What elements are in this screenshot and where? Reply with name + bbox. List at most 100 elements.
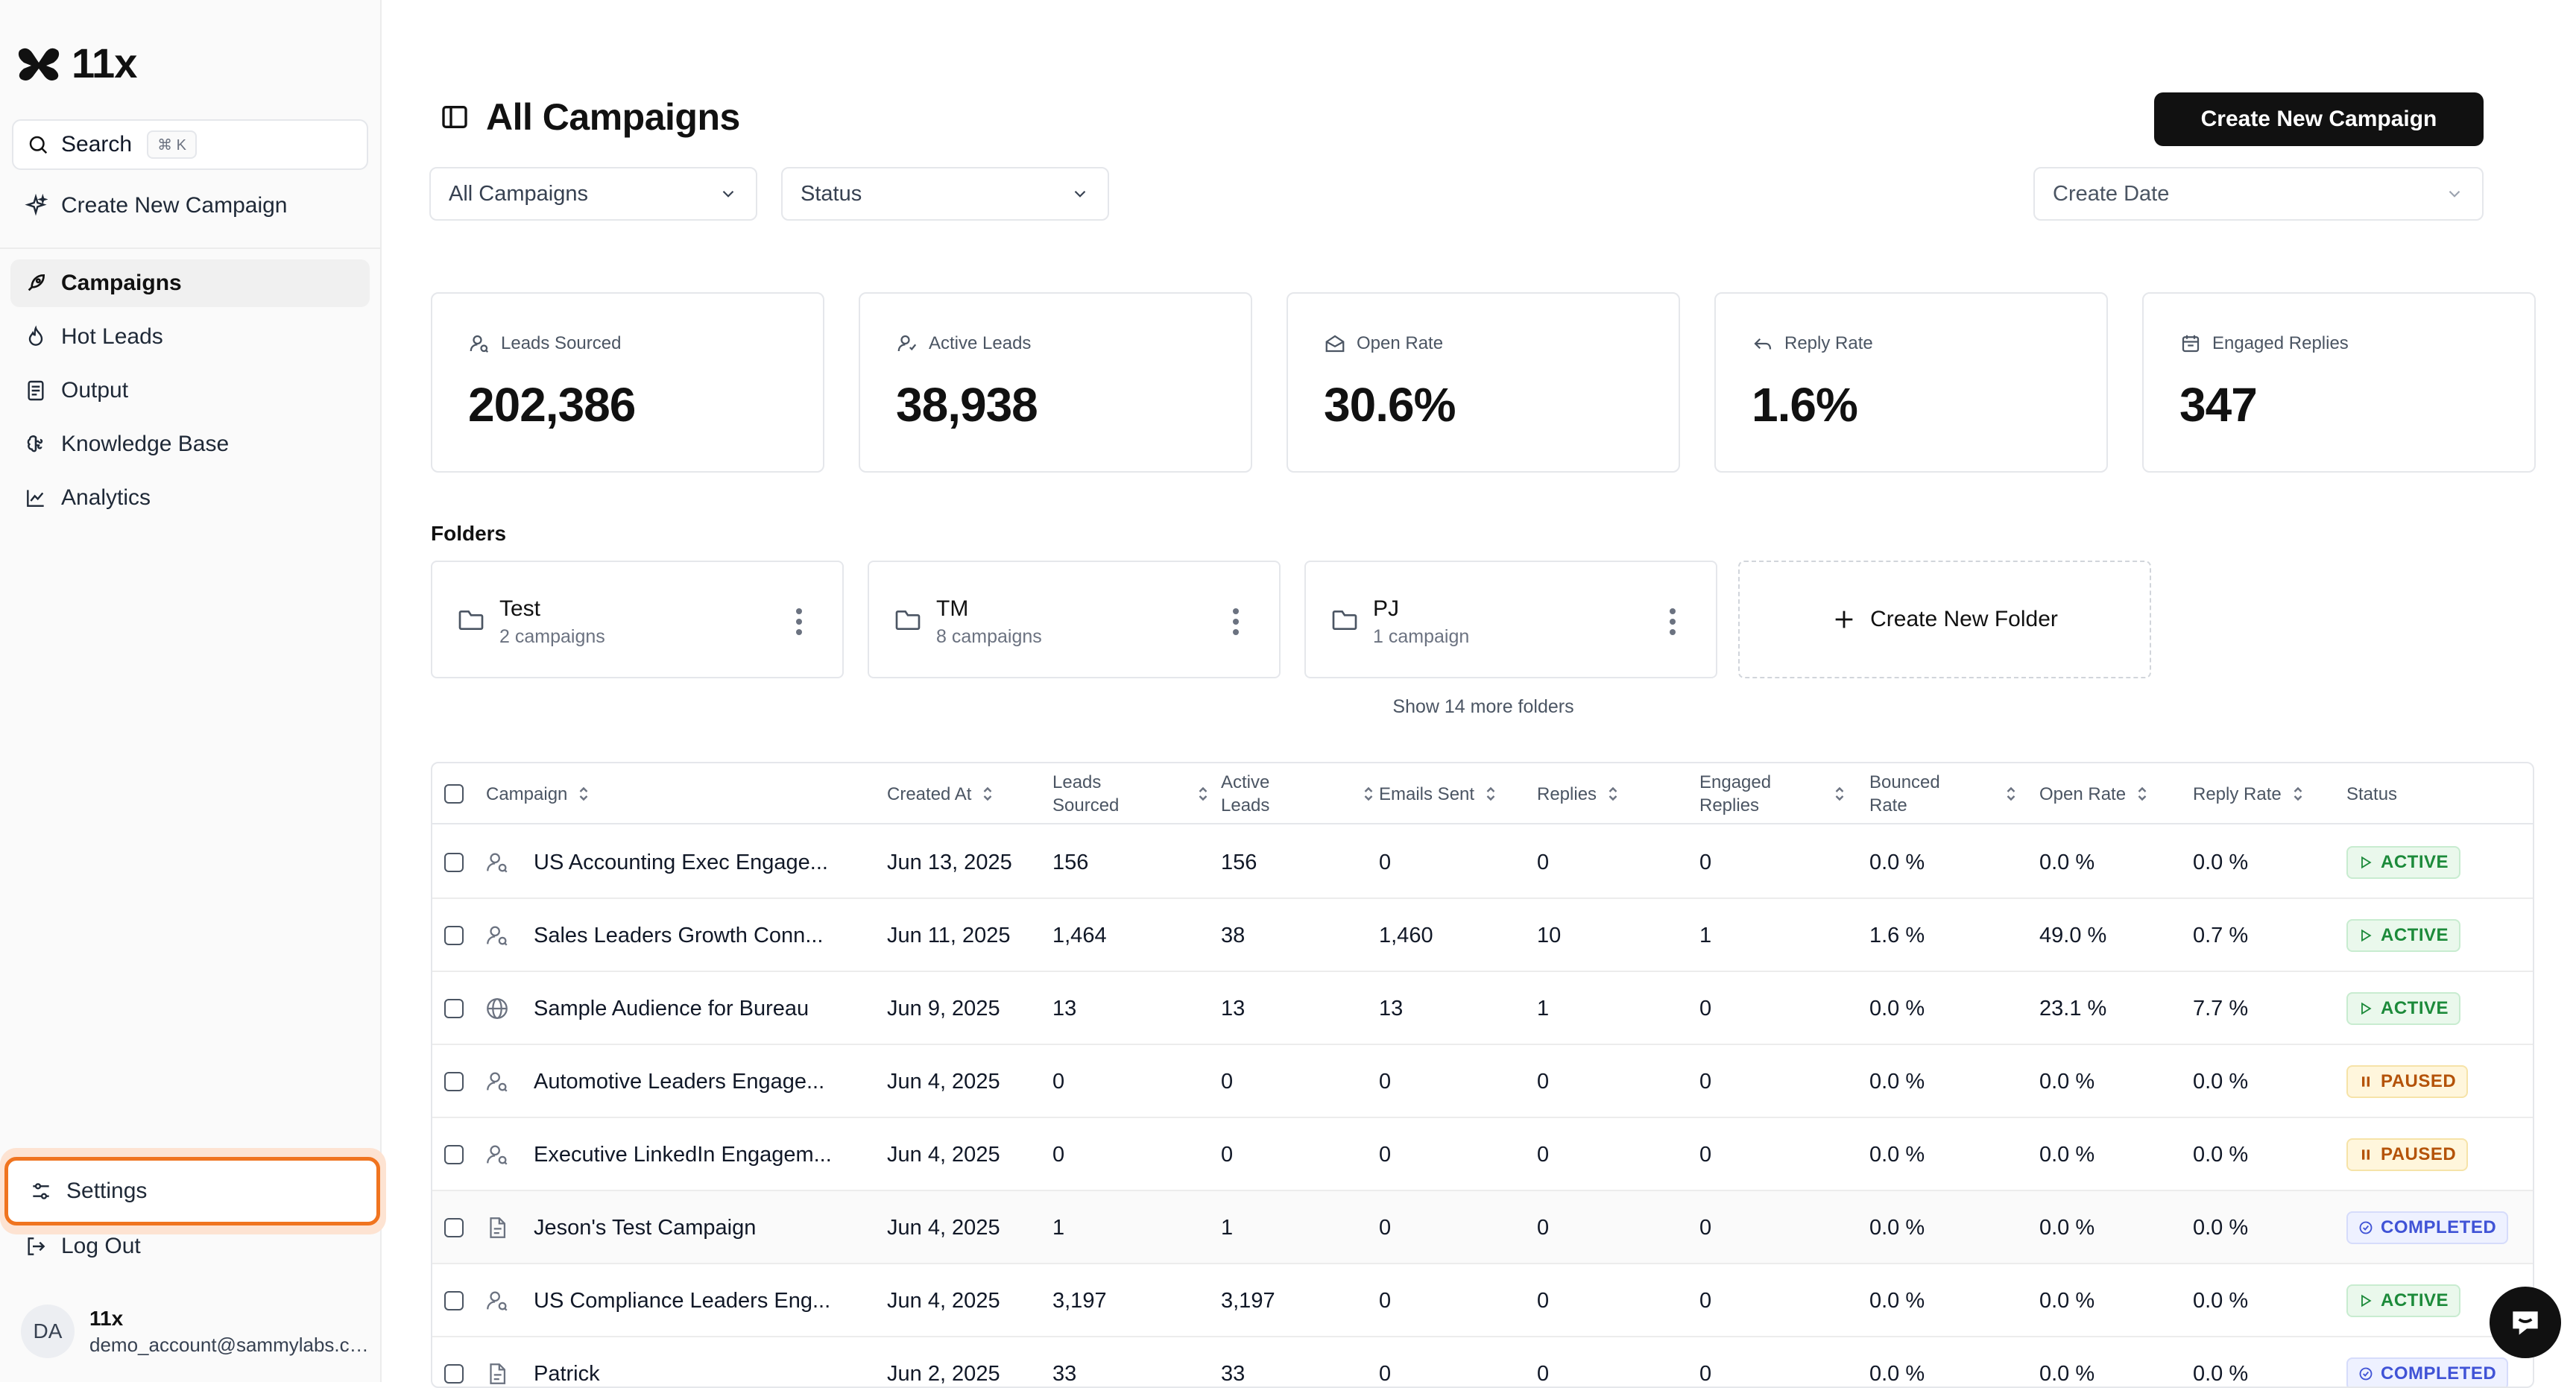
table-row[interactable]: US Accounting Exec Engage... Jun 13, 2025… bbox=[432, 826, 2533, 899]
status-text: ACTIVE bbox=[2381, 925, 2449, 945]
table-row[interactable]: Sales Leaders Growth Conn... Jun 11, 2025… bbox=[432, 899, 2533, 972]
cell-campaign-name[interactable]: Patrick bbox=[534, 1361, 600, 1386]
column-header-active-leads[interactable]: Active Leads bbox=[1221, 763, 1374, 824]
cell-leads-sourced: 13 bbox=[1052, 996, 1077, 1021]
cell-leads-sourced: 156 bbox=[1052, 850, 1089, 874]
folder-icon bbox=[1332, 611, 1357, 630]
reply-icon bbox=[1754, 338, 1772, 350]
search-input[interactable]: Search ⌘ K bbox=[12, 119, 368, 170]
cell-created-at: Jun 13, 2025 bbox=[887, 850, 1012, 874]
chevron-down-icon bbox=[2449, 190, 2460, 198]
search-label: Search bbox=[61, 132, 133, 157]
status-filter-dropdown[interactable]: Status bbox=[781, 167, 1109, 221]
row-checkbox[interactable] bbox=[444, 999, 464, 1018]
column-header-engaged-replies[interactable]: Engaged Replies bbox=[1699, 763, 1846, 824]
cell-leads-sourced: 3,197 bbox=[1052, 1288, 1107, 1313]
cell-campaign-name[interactable]: Automotive Leaders Engage... bbox=[534, 1069, 825, 1094]
sidebar-item-settings[interactable]: Settings bbox=[4, 1157, 380, 1225]
campaigns-filter-dropdown[interactable]: All Campaigns bbox=[429, 167, 757, 221]
cell-campaign-name[interactable]: Executive LinkedIn Engagem... bbox=[534, 1142, 832, 1167]
stat-card-leads-sourced: Leads Sourced 202,386 bbox=[431, 292, 824, 473]
column-header-campaign[interactable]: Campaign bbox=[486, 763, 590, 824]
column-header-leads-sourced[interactable]: Leads Sourced bbox=[1052, 763, 1209, 824]
sidebar-item-logout[interactable]: Log Out bbox=[10, 1223, 370, 1270]
cell-campaign-name[interactable]: Jeson's Test Campaign bbox=[534, 1215, 757, 1240]
sidebar-item-analytics[interactable]: Analytics bbox=[10, 474, 370, 522]
folder-card[interactable]: PJ 1 campaign bbox=[1304, 561, 1717, 678]
column-header-replies[interactable]: Replies bbox=[1537, 763, 1619, 824]
user-profile[interactable]: DA 11x demo_account@sammylabs.com bbox=[21, 1305, 373, 1358]
table-row[interactable]: US Compliance Leaders Eng... Jun 4, 2025 3… bbox=[432, 1264, 2533, 1337]
sidebar-toggle-icon[interactable] bbox=[440, 102, 470, 132]
pause-icon bbox=[2362, 1149, 2370, 1160]
chat-launcher-button[interactable] bbox=[2490, 1287, 2561, 1358]
sliders-icon bbox=[33, 1183, 49, 1199]
status-badge: ACTIVE bbox=[2346, 919, 2461, 952]
row-checkbox[interactable] bbox=[444, 1291, 464, 1310]
cell-open-rate: 23.1 % bbox=[2039, 996, 2107, 1021]
more-vertical-icon[interactable] bbox=[1231, 607, 1240, 637]
create-date-filter-dropdown[interactable]: Create Date bbox=[2033, 167, 2484, 221]
row-checkbox[interactable] bbox=[444, 1145, 464, 1164]
user-search-icon bbox=[487, 1072, 508, 1092]
date-filter-value: Create Date bbox=[2053, 181, 2170, 206]
sidebar-item-label: Knowledge Base bbox=[61, 432, 230, 456]
cell-status: ACTIVE bbox=[2346, 899, 2461, 972]
cell-status: COMPLETED bbox=[2346, 1337, 2509, 1387]
folder-card[interactable]: TM 8 campaigns bbox=[868, 561, 1281, 678]
sidebar-item-hot-leads[interactable]: Hot Leads bbox=[10, 313, 370, 361]
cell-engaged-replies: 0 bbox=[1699, 1142, 1712, 1167]
flame-icon bbox=[28, 325, 43, 346]
column-header-emails-sent[interactable]: Emails Sent bbox=[1379, 763, 1497, 824]
sidebar-item-output[interactable]: Output bbox=[10, 367, 370, 414]
create-folder-button[interactable]: Create New Folder bbox=[1738, 561, 2151, 678]
column-header-created-at[interactable]: Created At bbox=[887, 763, 994, 824]
row-checkbox[interactable] bbox=[444, 926, 464, 945]
more-vertical-icon[interactable] bbox=[795, 607, 804, 637]
row-checkbox[interactable] bbox=[444, 853, 464, 872]
column-header-bounced-rate[interactable]: Bounced Rate bbox=[1869, 763, 2017, 824]
cell-engaged-replies: 0 bbox=[1699, 1069, 1712, 1094]
row-checkbox[interactable] bbox=[444, 1218, 464, 1237]
cell-bounced-rate: 1.6 % bbox=[1869, 923, 1925, 947]
cell-engaged-replies: 0 bbox=[1699, 1288, 1712, 1313]
folder-card[interactable]: Test 2 campaigns bbox=[431, 561, 844, 678]
column-label: Leads Sourced bbox=[1052, 772, 1120, 816]
row-checkbox[interactable] bbox=[444, 1072, 464, 1091]
chat-icon bbox=[2513, 1311, 2538, 1335]
cell-open-rate: 0.0 % bbox=[2039, 1215, 2095, 1240]
cell-campaign-name[interactable]: US Accounting Exec Engage... bbox=[534, 850, 828, 874]
create-campaign-button[interactable]: Create New Campaign bbox=[2154, 92, 2484, 146]
cell-campaign-name[interactable]: US Compliance Leaders Eng... bbox=[534, 1288, 831, 1313]
table-row[interactable]: Patrick Jun 2, 2025 33 33 0 0 0 0.0 % 0.0 % 0.0 %… bbox=[432, 1337, 2533, 1387]
stat-card-engaged-replies: Engaged Replies 347 bbox=[2142, 292, 2536, 473]
cell-created-at: Jun 11, 2025 bbox=[887, 923, 1011, 947]
cell-reply-rate: 0.0 % bbox=[2193, 1288, 2249, 1313]
sidebar-item-knowledge-base[interactable]: Knowledge Base bbox=[10, 420, 370, 468]
more-vertical-icon[interactable] bbox=[1668, 607, 1677, 637]
cell-engaged-replies: 1 bbox=[1699, 923, 1712, 947]
table-row[interactable]: Automotive Leaders Engage... Jun 4, 2025 0… bbox=[432, 1045, 2533, 1118]
column-label: Open Rate bbox=[2039, 783, 2127, 804]
table-row[interactable]: Executive LinkedIn Engagem... Jun 4, 2025… bbox=[432, 1118, 2533, 1191]
logo-text: 11x bbox=[72, 40, 137, 86]
cell-campaign-name[interactable]: Sales Leaders Growth Conn... bbox=[534, 923, 824, 947]
table-row[interactable]: Sample Audience for Bureau Jun 9, 2025 13 1… bbox=[432, 972, 2533, 1045]
cell-leads-sourced: 0 bbox=[1052, 1142, 1065, 1167]
cell-engaged-replies: 0 bbox=[1699, 1361, 1712, 1386]
cell-active-leads: 13 bbox=[1221, 996, 1246, 1021]
status-badge: COMPLETED bbox=[2346, 1211, 2509, 1244]
show-more-folders-link[interactable]: Show 14 more folders bbox=[1392, 696, 1574, 717]
logo[interactable]: 11x bbox=[16, 39, 137, 87]
cell-campaign-name[interactable]: Sample Audience for Bureau bbox=[534, 996, 809, 1021]
sidebar-create-campaign[interactable]: Create New Campaign bbox=[10, 182, 370, 230]
column-header-reply-rate[interactable]: Reply Rate bbox=[2193, 763, 2304, 824]
row-checkbox[interactable] bbox=[444, 1364, 464, 1384]
select-all-checkbox[interactable] bbox=[444, 784, 464, 804]
cell-reply-rate: 7.7 % bbox=[2193, 996, 2249, 1021]
sidebar-item-campaigns[interactable]: Campaigns bbox=[10, 259, 370, 307]
rocket-icon bbox=[28, 274, 45, 291]
column-header-open-rate[interactable]: Open Rate bbox=[2039, 763, 2148, 824]
table-row[interactable]: Jeson's Test Campaign Jun 4, 2025 1 1 0 0 0 0.0… bbox=[432, 1191, 2533, 1264]
user-search-icon bbox=[470, 335, 489, 353]
